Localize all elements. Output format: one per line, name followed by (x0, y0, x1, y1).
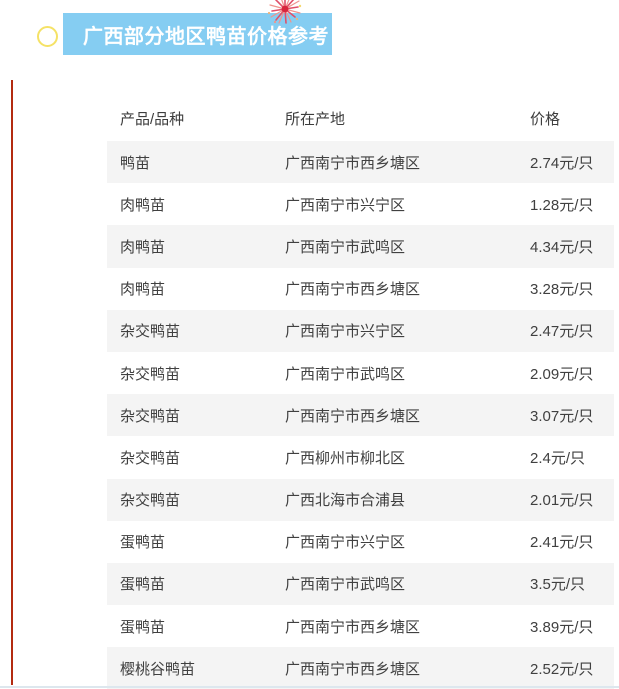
page-title: 广西部分地区鸭苗价格参考 (83, 25, 329, 48)
table-cell: 广西南宁市西乡塘区 (285, 154, 421, 172)
table-cell: 杂交鸭苗 (120, 365, 181, 383)
column-header-origin: 所在产地 (285, 110, 346, 128)
table-row: 蛋鸭苗 广西南宁市武鸣区 3.5元/只 (107, 562, 614, 606)
table-cell: 樱桃谷鸭苗 (120, 660, 196, 678)
table-cell: 广西南宁市兴宁区 (285, 323, 406, 341)
table-cell: 广西南宁市武鸣区 (285, 365, 406, 383)
table-cell: 杂交鸭苗 (120, 407, 181, 425)
table-cell: 4.34元/只 (530, 238, 594, 256)
table-cell: 2.01元/只 (530, 492, 594, 510)
table-cell: 鸭苗 (120, 154, 151, 172)
table-row: 杂交鸭苗 广西柳州市柳北区 2.4元/只 (107, 436, 614, 479)
table-cell: 2.09元/只 (530, 365, 594, 383)
table-cell: 杂交鸭苗 (120, 323, 181, 341)
table-cell: 3.07元/只 (530, 407, 594, 425)
table-cell: 2.52元/只 (530, 660, 594, 678)
table-cell: 1.28元/只 (530, 196, 594, 214)
table-row: 杂交鸭苗 广西南宁市武鸣区 2.09元/只 (107, 351, 614, 395)
table-cell: 广西南宁市武鸣区 (285, 576, 406, 594)
table-row: 蛋鸭苗 广西南宁市西乡塘区 3.89元/只 (107, 605, 614, 648)
table-cell: 肉鸭苗 (120, 196, 166, 214)
table-cell: 杂交鸭苗 (120, 449, 181, 467)
price-table: 产品/品种 所在产地 价格 鸭苗 广西南宁市西乡塘区 2.74元/只 肉鸭苗 广西南宁市… (107, 95, 614, 689)
table-cell: 2.74元/只 (530, 154, 594, 172)
table-row: 肉鸭苗 广西南宁市兴宁区 1.28元/只 (107, 183, 614, 226)
table-cell: 3.89元/只 (530, 618, 594, 636)
circle-decoration (37, 26, 58, 47)
table-row: 蛋鸭苗 广西南宁市兴宁区 2.41元/只 (107, 520, 614, 563)
table-cell: 广西南宁市兴宁区 (285, 196, 406, 214)
table-cell: 蛋鸭苗 (120, 534, 166, 552)
table-cell: 广西南宁市西乡塘区 (285, 407, 421, 425)
table-cell: 广西柳州市柳北区 (285, 449, 406, 467)
table-row: 肉鸭苗 广西南宁市武鸣区 4.34元/只 (107, 225, 614, 268)
title-banner: 广西部分地区鸭苗价格参考 (63, 13, 332, 55)
table-cell: 广西南宁市兴宁区 (285, 534, 406, 552)
table-row: 杂交鸭苗 广西南宁市西乡塘区 3.07元/只 (107, 394, 614, 437)
table-cell: 肉鸭苗 (120, 238, 166, 256)
table-cell: 蛋鸭苗 (120, 618, 166, 636)
table-row: 鸭苗 广西南宁市西乡塘区 2.74元/只 (107, 141, 614, 184)
table-cell: 广西南宁市武鸣区 (285, 238, 406, 256)
left-accent-line (11, 80, 13, 685)
table-cell: 3.5元/只 (530, 576, 586, 594)
table-cell: 广西南宁市西乡塘区 (285, 281, 421, 299)
table-cell: 杂交鸭苗 (120, 492, 181, 510)
table-cell: 2.47元/只 (530, 323, 594, 341)
bottom-separator (0, 686, 619, 688)
table-cell: 2.4元/只 (530, 449, 586, 467)
table-header-row: 产品/品种 所在产地 价格 (107, 95, 614, 141)
column-header-product: 产品/品种 (120, 110, 185, 128)
column-header-price: 价格 (530, 110, 561, 128)
table-row: 樱桃谷鸭苗 广西南宁市西乡塘区 2.52元/只 (107, 647, 614, 689)
table-cell: 2.41元/只 (530, 534, 594, 552)
table-cell: 广西南宁市西乡塘区 (285, 618, 421, 636)
table-row: 肉鸭苗 广西南宁市西乡塘区 3.28元/只 (107, 267, 614, 310)
table-cell: 广西北海市合浦县 (285, 492, 406, 510)
table-cell: 广西南宁市西乡塘区 (285, 660, 421, 678)
table-cell: 蛋鸭苗 (120, 576, 166, 594)
table-row: 杂交鸭苗 广西南宁市兴宁区 2.47元/只 (107, 309, 614, 352)
table-row: 杂交鸭苗 广西北海市合浦县 2.01元/只 (107, 478, 614, 521)
table-cell: 肉鸭苗 (120, 281, 166, 299)
table-cell: 3.28元/只 (530, 281, 594, 299)
table-body: 鸭苗 广西南宁市西乡塘区 2.74元/只 肉鸭苗 广西南宁市兴宁区 1.28元/只 肉鸭苗广… (107, 141, 614, 689)
